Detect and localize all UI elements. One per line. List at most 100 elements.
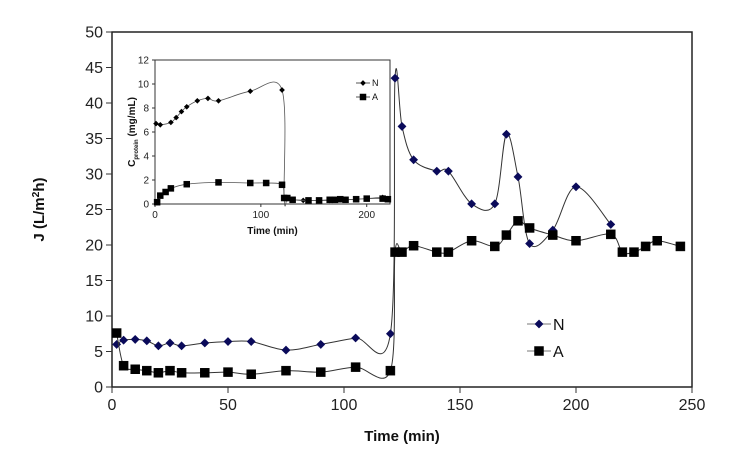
x-tick-label: 50 xyxy=(219,397,237,414)
inset-series-N-point xyxy=(194,97,201,104)
series-A-point xyxy=(200,368,210,378)
legend-label-A: A xyxy=(553,344,564,361)
y-tick-label: 30 xyxy=(85,167,103,184)
inset-series-A-point xyxy=(167,185,175,192)
y-tick-label: 50 xyxy=(85,25,103,42)
inset-series-N-point xyxy=(153,120,159,127)
inset-series-N-point xyxy=(279,87,285,93)
y-tick-label: 5 xyxy=(94,344,103,361)
series-N-point xyxy=(246,337,256,346)
y-tick-label: 0 xyxy=(94,380,103,397)
inset-series-N-point xyxy=(183,103,190,110)
series-A-point xyxy=(513,216,523,226)
series-A-point xyxy=(165,365,175,376)
inset-series-A-point xyxy=(384,195,392,203)
series-N-point xyxy=(223,337,233,346)
inset-series-A-point xyxy=(215,179,222,186)
y-tick-label: 40 xyxy=(85,96,103,113)
inset-series-N-point xyxy=(173,114,179,121)
series-N-point xyxy=(525,239,535,249)
series-A-point xyxy=(617,247,628,257)
series-A-point xyxy=(629,247,639,257)
inset-series-A-point xyxy=(352,195,360,203)
y-tick-label: 10 xyxy=(85,309,103,326)
series-N-point xyxy=(200,338,210,348)
inset-x-tick-label: 0 xyxy=(152,210,158,221)
inset-series-A-point xyxy=(247,179,254,187)
legend-marker-A xyxy=(534,346,544,356)
x-axis-label: Time (min) xyxy=(364,428,440,445)
legend-label-N: N xyxy=(553,317,565,334)
inset-legend-marker-A xyxy=(359,93,367,101)
series-A-point xyxy=(675,241,686,252)
y-tick-label: 45 xyxy=(85,60,103,77)
series-N-point xyxy=(490,199,500,209)
series-N-point xyxy=(432,166,442,176)
series-N-point xyxy=(385,329,395,339)
inset-series-A-point xyxy=(342,196,349,204)
series-N-point xyxy=(316,339,326,349)
series-A-point xyxy=(443,247,454,257)
inset-series-N-point xyxy=(215,97,222,104)
inset-x-tick-label: 200 xyxy=(358,210,375,221)
inset-x-tick-label: 100 xyxy=(253,210,270,221)
inset-legend-label-A: A xyxy=(372,92,378,102)
x-tick-label: 100 xyxy=(331,397,358,414)
inset-plot-frame xyxy=(154,59,391,205)
series-N-point xyxy=(130,335,140,344)
series-A-point xyxy=(640,241,651,252)
series-A-point xyxy=(153,368,164,378)
series-A-point xyxy=(223,367,233,377)
x-tick-label: 0 xyxy=(108,397,117,414)
series-A-point xyxy=(652,235,662,246)
series-A-point xyxy=(432,247,442,257)
inset-y-tick-label: 12 xyxy=(138,56,150,67)
inset-series-N-point xyxy=(178,108,185,115)
series-A-point xyxy=(142,365,152,376)
inset-series-N-point xyxy=(157,121,164,128)
inset-series-N-point xyxy=(168,119,174,126)
series-A-point xyxy=(350,362,361,372)
series-N-point xyxy=(142,336,152,346)
inset-y-tick-label: 8 xyxy=(143,104,149,115)
series-N-point xyxy=(467,199,477,209)
series-N-point xyxy=(351,333,361,343)
series-N-point xyxy=(153,341,163,351)
series-N-point xyxy=(397,122,407,131)
inset-series-A-point xyxy=(315,197,323,204)
series-N-point xyxy=(409,155,419,165)
inset-series-A-point xyxy=(162,188,169,196)
x-tick-label: 200 xyxy=(563,397,590,414)
series-A-point xyxy=(490,241,500,252)
inset-series-A-point xyxy=(305,197,312,204)
series-N-point xyxy=(606,219,616,229)
series-A-point xyxy=(606,229,616,240)
series-A-point xyxy=(246,369,256,379)
inset-series-N-point xyxy=(205,95,211,102)
series-A-point xyxy=(571,235,581,246)
series-A-point xyxy=(466,235,477,246)
inset-series-A-point xyxy=(157,192,164,199)
inset-y-axis-label: Cprotein (mg/mL) xyxy=(127,97,140,167)
series-A-point xyxy=(281,365,291,376)
inset-series-A-point xyxy=(183,180,191,188)
inset-series-A-point xyxy=(262,179,270,187)
y-tick-label: 35 xyxy=(85,131,103,148)
series-A-point xyxy=(385,365,396,376)
inset-y-tick-label: 6 xyxy=(143,128,149,139)
inset-legend-marker-N xyxy=(360,80,366,86)
y-axis-label: J (L/m2h) xyxy=(31,177,49,241)
x-tick-label: 250 xyxy=(679,397,706,414)
series-N-point xyxy=(281,345,291,355)
inset-series-A-point xyxy=(289,196,296,204)
series-A-point xyxy=(118,360,129,371)
series-N-line xyxy=(116,68,612,354)
series-A-point xyxy=(548,230,558,240)
series-A-point xyxy=(397,247,407,257)
series-A-point xyxy=(130,364,140,374)
series-N-point xyxy=(501,129,511,139)
inset-series-A-point xyxy=(363,195,370,202)
series-A-point xyxy=(176,368,187,378)
series-N-point xyxy=(119,335,129,345)
